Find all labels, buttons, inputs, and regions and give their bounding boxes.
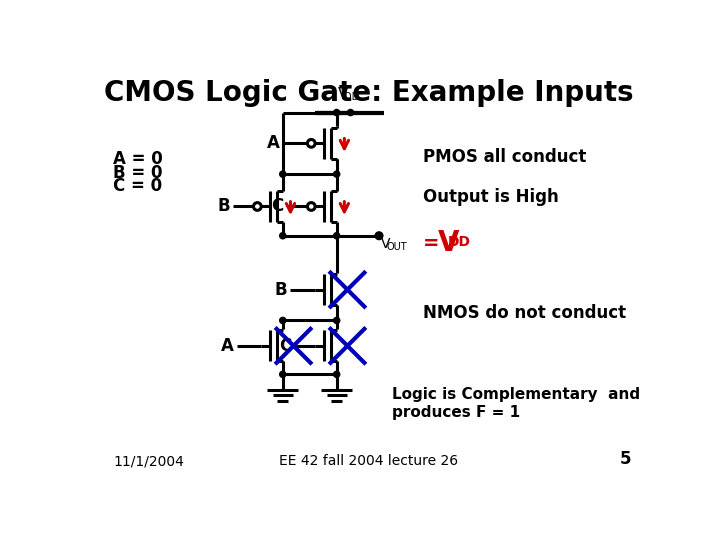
Circle shape <box>279 318 286 323</box>
Text: B: B <box>217 198 230 215</box>
Text: V: V <box>338 87 348 102</box>
Text: Output is High: Output is High <box>423 188 559 206</box>
Text: NMOS do not conduct: NMOS do not conduct <box>423 303 626 322</box>
Text: DD: DD <box>344 92 359 102</box>
Text: Logic is Complementary  and
produces F = 1: Logic is Complementary and produces F = … <box>392 387 640 420</box>
Text: A = 0: A = 0 <box>113 150 163 168</box>
Text: B = 0: B = 0 <box>113 164 163 181</box>
Text: 11/1/2004: 11/1/2004 <box>113 454 184 468</box>
Text: DD: DD <box>448 235 471 249</box>
Circle shape <box>279 233 286 239</box>
Text: C: C <box>279 337 291 355</box>
Circle shape <box>279 171 286 177</box>
Circle shape <box>333 318 340 323</box>
Circle shape <box>333 110 340 116</box>
Circle shape <box>333 233 340 239</box>
Circle shape <box>375 232 383 240</box>
Text: PMOS all conduct: PMOS all conduct <box>423 148 586 166</box>
Text: V: V <box>381 237 390 251</box>
Circle shape <box>333 372 340 377</box>
Circle shape <box>279 372 286 377</box>
Text: EE 42 fall 2004 lecture 26: EE 42 fall 2004 lecture 26 <box>279 454 459 468</box>
Text: =: = <box>423 234 446 253</box>
Circle shape <box>333 171 340 177</box>
Text: C: C <box>271 198 284 215</box>
Text: CMOS Logic Gate: Example Inputs: CMOS Logic Gate: Example Inputs <box>104 79 634 107</box>
Text: B: B <box>275 281 287 299</box>
Circle shape <box>348 110 354 116</box>
Text: A: A <box>221 337 234 355</box>
Text: 5: 5 <box>619 450 631 468</box>
Text: V: V <box>438 230 459 258</box>
Text: C = 0: C = 0 <box>113 178 163 195</box>
Text: OUT: OUT <box>387 242 408 252</box>
Text: A: A <box>267 134 280 152</box>
